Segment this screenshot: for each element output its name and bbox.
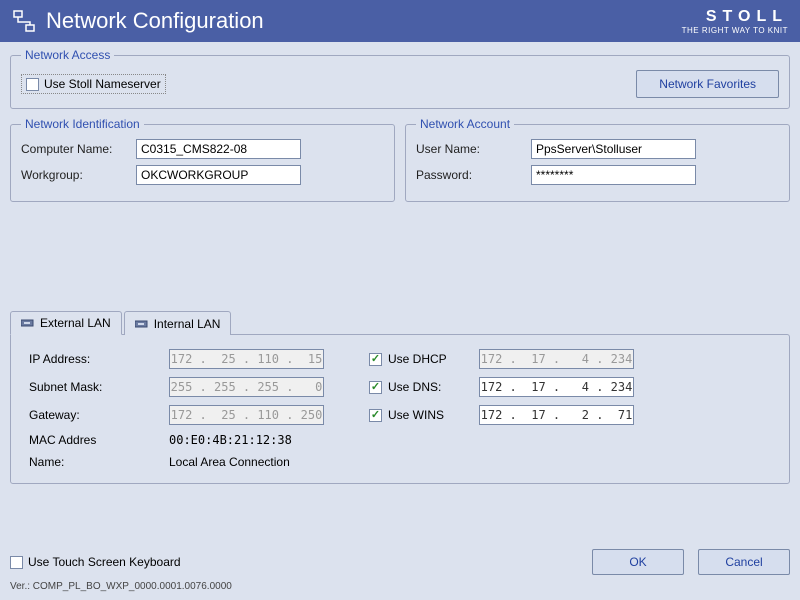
network-favorites-button[interactable]: Network Favorites (636, 70, 779, 98)
network-access-legend: Network Access (21, 48, 114, 62)
tab-internal-label: Internal LAN (154, 317, 221, 331)
subnet-mask-input[interactable] (169, 377, 324, 397)
checkbox-icon (10, 556, 23, 569)
dhcp-ip-input[interactable] (479, 349, 634, 369)
network-access-group: Network Access Use Stoll Nameserver Netw… (10, 48, 790, 109)
use-nameserver-label: Use Stoll Nameserver (44, 77, 161, 91)
checkbox-icon (369, 409, 382, 422)
tab-external-label: External LAN (40, 316, 111, 330)
network-icon (12, 9, 36, 33)
cancel-button[interactable]: Cancel (698, 549, 790, 575)
ip-address-label: IP Address: (29, 352, 169, 366)
page-title: Network Configuration (46, 8, 682, 34)
gateway-label: Gateway: (29, 408, 169, 422)
version-text: Ver.: COMP_PL_BO_WXP_0000.0001.0076.0000 (10, 581, 790, 592)
connection-name-label: Name: (29, 455, 169, 469)
wins-ip-input[interactable] (479, 405, 634, 425)
ip-address-input[interactable] (169, 349, 324, 369)
use-dhcp-label: Use DHCP (388, 352, 447, 366)
password-input[interactable] (531, 165, 696, 185)
touch-keyboard-label: Use Touch Screen Keyboard (28, 555, 181, 569)
title-bar: Network Configuration STOLL THE RIGHT WA… (0, 0, 800, 42)
use-wins-label: Use WINS (388, 408, 444, 422)
checkbox-icon (369, 353, 382, 366)
subnet-mask-label: Subnet Mask: (29, 380, 169, 394)
brand-name: STOLL (682, 8, 788, 26)
workgroup-input[interactable] (136, 165, 301, 185)
tab-external-lan[interactable]: External LAN (10, 311, 122, 335)
password-label: Password: (416, 168, 531, 182)
mac-address-value: 00:E0:4B:21:12:38 (169, 433, 292, 447)
username-input[interactable] (531, 139, 696, 159)
use-dns-label: Use DNS: (388, 380, 441, 394)
connection-name-value: Local Area Connection (169, 455, 290, 469)
use-wins-checkbox[interactable]: Use WINS (369, 408, 479, 422)
lan-panel: IP Address: Use DHCP Subnet Mask: Use DN… (10, 334, 790, 484)
checkbox-icon (26, 78, 39, 91)
ok-button[interactable]: OK (592, 549, 684, 575)
username-label: User Name: (416, 142, 531, 156)
identification-legend: Network Identification (21, 117, 144, 131)
nic-icon (21, 318, 35, 328)
brand-tagline: THE RIGHT WAY TO KNIT (682, 26, 788, 35)
use-nameserver-checkbox[interactable]: Use Stoll Nameserver (21, 74, 166, 94)
use-dhcp-checkbox[interactable]: Use DHCP (369, 352, 479, 366)
computer-name-input[interactable] (136, 139, 301, 159)
mac-address-label: MAC Addres (29, 433, 169, 447)
tab-internal-lan[interactable]: Internal LAN (124, 311, 232, 335)
checkbox-icon (369, 381, 382, 394)
computer-name-label: Computer Name: (21, 142, 136, 156)
network-identification-group: Network Identification Computer Name: Wo… (10, 117, 395, 202)
workgroup-label: Workgroup: (21, 168, 136, 182)
nic-icon (135, 319, 149, 329)
gateway-input[interactable] (169, 405, 324, 425)
brand: STOLL THE RIGHT WAY TO KNIT (682, 8, 788, 35)
network-account-group: Network Account User Name: Password: (405, 117, 790, 202)
use-dns-checkbox[interactable]: Use DNS: (369, 380, 479, 394)
lan-tabs: External LAN Internal LAN IP Address: Us… (10, 310, 790, 484)
touch-keyboard-checkbox[interactable]: Use Touch Screen Keyboard (10, 555, 181, 569)
dns-ip-input[interactable] (479, 377, 634, 397)
account-legend: Network Account (416, 117, 514, 131)
